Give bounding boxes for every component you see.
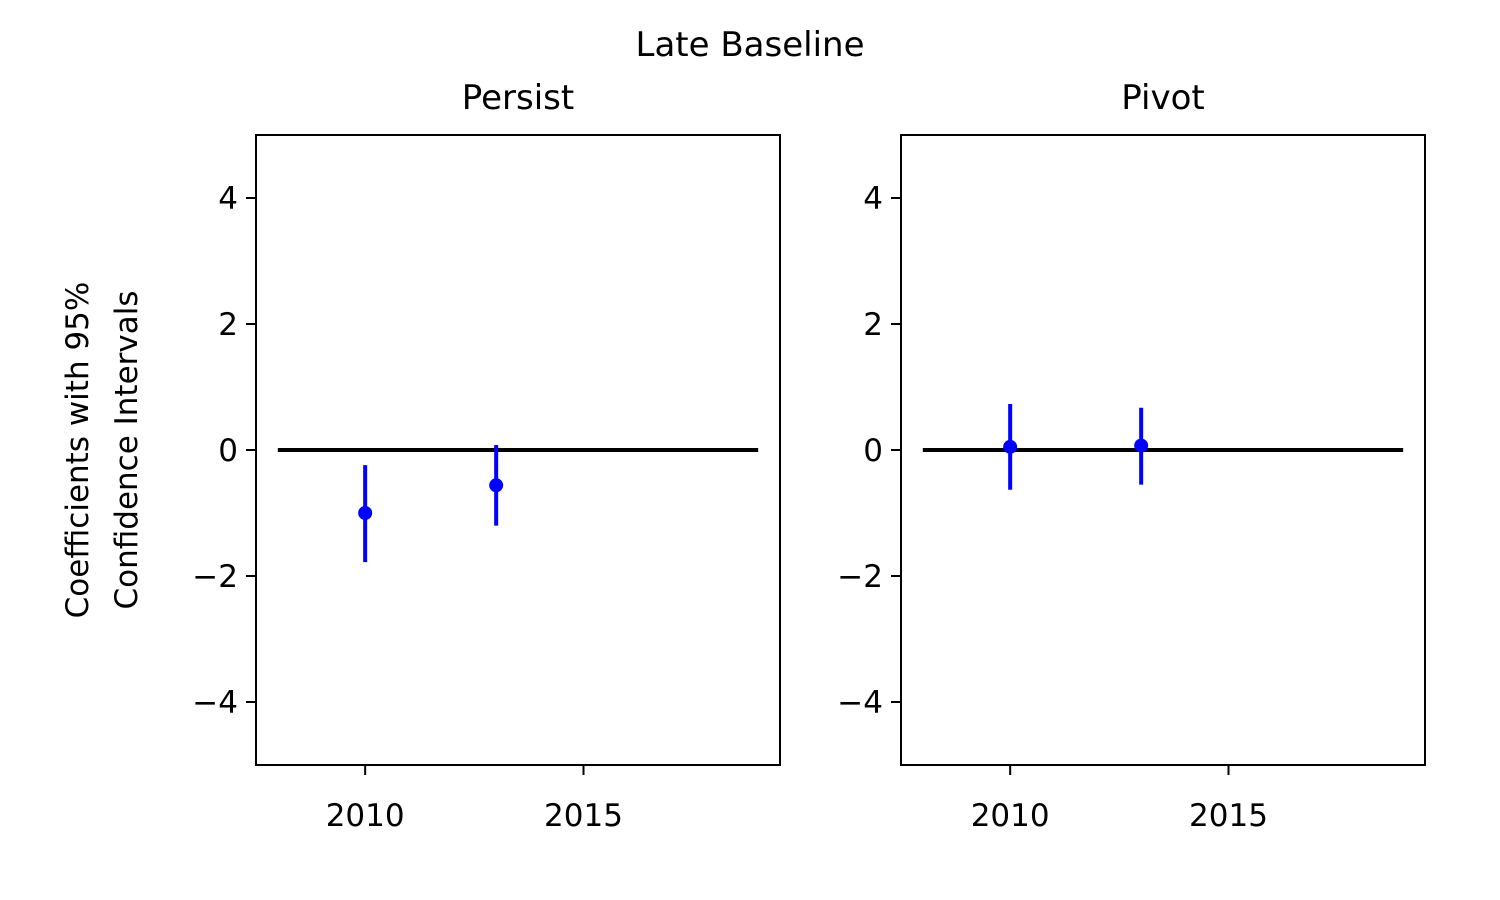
panel-title: Pivot <box>1121 78 1204 118</box>
y-axis-label: Coefficients with 95% Confidence Interva… <box>60 282 145 619</box>
coefficient-point <box>1003 439 1018 454</box>
y-tick-label: 4 <box>863 181 883 217</box>
y-tick-label: 2 <box>863 307 883 343</box>
y-tick-label: 4 <box>218 181 238 217</box>
panel-pivot: −4 −2 0 2 4 2010 2015 Pivot <box>837 78 1426 834</box>
figure-title: Late Baseline <box>636 25 865 65</box>
y-axis-label-line-2: Confidence Intervals <box>109 290 145 609</box>
y-tick-label: −2 <box>837 559 883 595</box>
coefficient-point <box>489 478 504 493</box>
x-tick-label: 2010 <box>326 798 405 834</box>
y-tick-label: −4 <box>192 685 238 721</box>
panel-title: Persist <box>462 78 574 118</box>
panel-persist: −4 −2 0 2 4 2010 2015 Persist <box>192 78 781 834</box>
y-axis-label-line-1: Coefficients with 95% <box>60 282 96 619</box>
coefficient-point <box>1134 438 1149 453</box>
y-tick-label: 0 <box>218 433 238 469</box>
y-tick-label: 2 <box>218 307 238 343</box>
x-tick-label: 2010 <box>971 798 1050 834</box>
coefficient-point <box>358 506 373 520</box>
x-tick-label: 2015 <box>1189 798 1268 834</box>
x-tick-label: 2015 <box>544 798 623 834</box>
y-tick-label: −4 <box>837 685 883 721</box>
y-tick-label: −2 <box>192 559 238 595</box>
y-tick-label: 0 <box>863 433 883 469</box>
